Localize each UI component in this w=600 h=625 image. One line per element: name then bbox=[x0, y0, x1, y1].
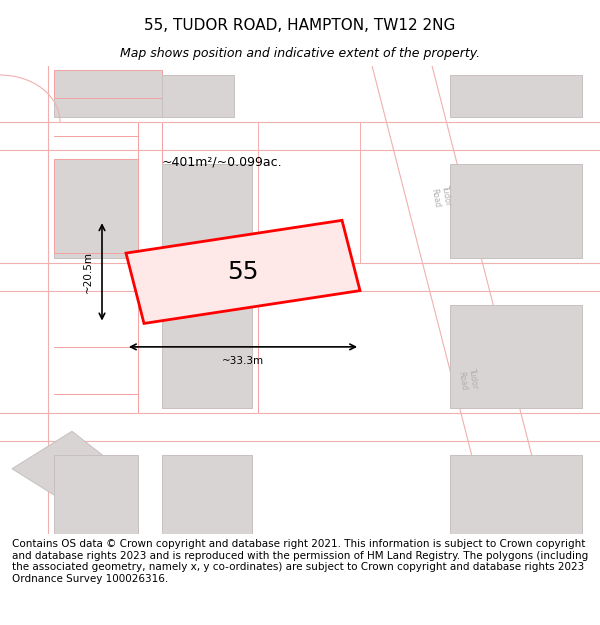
Bar bbox=[54, 159, 138, 258]
Text: Map shows position and indicative extent of the property.: Map shows position and indicative extent… bbox=[120, 48, 480, 60]
Text: Contains OS data © Crown copyright and database right 2021. This information is : Contains OS data © Crown copyright and d… bbox=[12, 539, 588, 584]
Text: 55, TUDOR ROAD, HAMPTON, TW12 2NG: 55, TUDOR ROAD, HAMPTON, TW12 2NG bbox=[145, 18, 455, 33]
Bar bbox=[162, 164, 252, 258]
Text: 55: 55 bbox=[227, 260, 259, 284]
Text: ~33.3m: ~33.3m bbox=[222, 356, 264, 366]
Bar bbox=[162, 75, 234, 118]
Bar bbox=[450, 455, 582, 534]
Bar bbox=[450, 75, 582, 118]
Bar bbox=[450, 304, 582, 408]
Text: Tudor
Road: Tudor Road bbox=[430, 185, 452, 209]
Bar bbox=[162, 304, 252, 408]
Bar bbox=[450, 164, 582, 258]
Bar bbox=[54, 159, 138, 253]
Bar bbox=[54, 455, 138, 534]
Bar bbox=[162, 455, 252, 534]
Text: ~401m²/~0.099ac.: ~401m²/~0.099ac. bbox=[161, 156, 283, 169]
Bar bbox=[54, 75, 162, 118]
Text: Tudor
Road: Tudor Road bbox=[457, 368, 479, 392]
Polygon shape bbox=[372, 66, 492, 534]
Text: ~20.5m: ~20.5m bbox=[83, 251, 93, 293]
Bar bbox=[54, 70, 162, 98]
Polygon shape bbox=[12, 431, 120, 506]
Polygon shape bbox=[126, 220, 360, 324]
